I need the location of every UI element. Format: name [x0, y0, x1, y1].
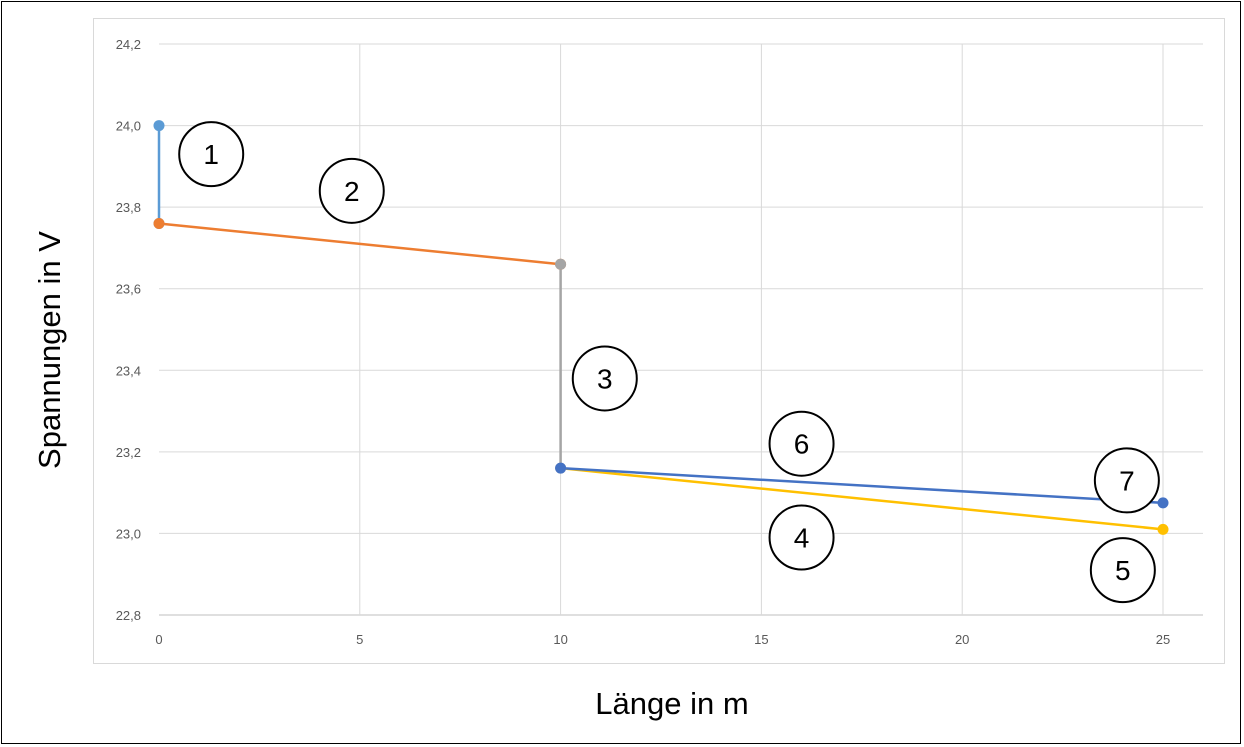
y-tick-label: 23,2: [116, 445, 141, 460]
x-tick-label: 15: [754, 632, 768, 647]
y-axis-label: Spannungen in V: [32, 231, 67, 469]
series-point-3: [555, 258, 567, 270]
y-tick-label: 23,6: [116, 282, 141, 297]
x-tick-label: 10: [553, 632, 567, 647]
annotation-label-1: 1: [203, 139, 219, 170]
series-point-5: [555, 462, 567, 474]
y-tick-label: 24,2: [116, 37, 141, 52]
annotation-circle-6: [768, 410, 835, 477]
y-tick-label: 23,0: [116, 526, 141, 541]
series-line-5: [560, 466, 1164, 505]
annotation-circle-2: [318, 157, 385, 224]
annotation-circle-5: [1089, 537, 1156, 604]
series-point-1: [153, 120, 165, 132]
annotation-label-6: 6: [794, 429, 810, 460]
x-tick-label: 20: [955, 632, 969, 647]
annotation-label-7: 7: [1119, 465, 1135, 496]
series-line-4: [560, 466, 1164, 531]
series-point-4: [1157, 523, 1169, 535]
annotation-circle-1: [178, 121, 245, 188]
x-axis-label: Länge in m: [595, 686, 749, 721]
annotation-label-5: 5: [1115, 555, 1131, 586]
annotation-label-2: 2: [344, 176, 360, 207]
annotation-label-4: 4: [794, 523, 810, 554]
y-tick-label: 24,0: [116, 119, 141, 134]
annotation-circle-3: [571, 345, 638, 412]
annotation-circle-7: [1093, 447, 1160, 514]
series-point-2: [153, 217, 165, 229]
series-line-2: [158, 222, 561, 266]
y-tick-label: 23,4: [116, 363, 141, 378]
plot-area: [93, 18, 1225, 664]
x-tick-label: 5: [356, 632, 363, 647]
annotation-label-3: 3: [597, 363, 613, 394]
y-tick-label: 22,8: [116, 608, 141, 623]
annotation-circle-4: [768, 504, 835, 571]
y-tick-label: 23,8: [116, 200, 141, 215]
series-point-5: [1157, 497, 1169, 509]
x-tick-label: 0: [155, 632, 162, 647]
x-tick-label: 25: [1156, 632, 1170, 647]
